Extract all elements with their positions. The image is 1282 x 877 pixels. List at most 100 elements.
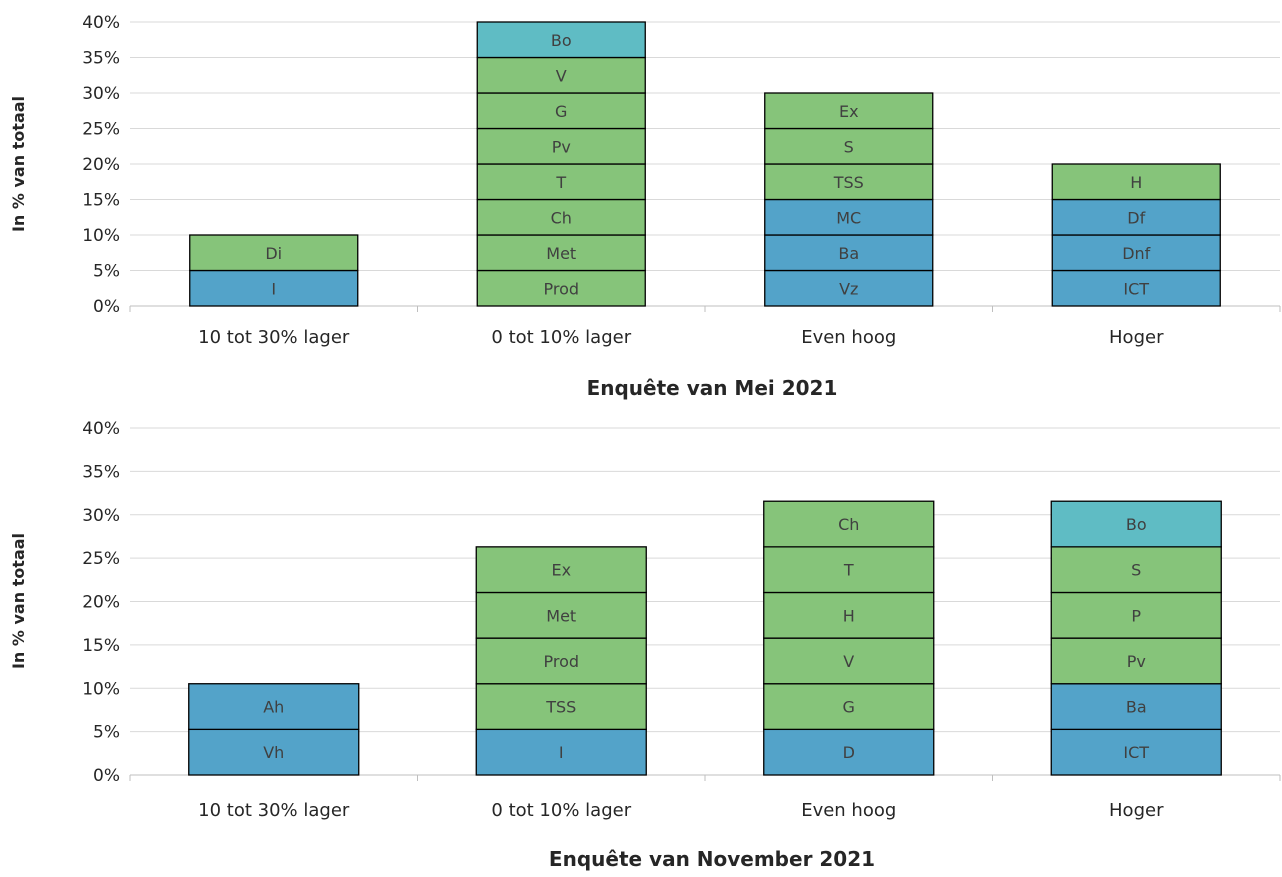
bar-segment-label: G xyxy=(555,102,567,121)
bar-segment-label: ICT xyxy=(1123,279,1149,298)
bar-segment-label: Pv xyxy=(552,137,571,156)
category-label: 10 tot 30% lager xyxy=(198,327,350,348)
y-tick-label: 40% xyxy=(82,419,120,439)
category-label: 0 tot 10% lager xyxy=(491,800,631,821)
bar-segment-label: Vz xyxy=(839,279,858,298)
bar-segment-label: Ex xyxy=(839,102,859,121)
bar-segment-label: H xyxy=(843,606,855,625)
bar-segment-label: Vh xyxy=(263,743,284,762)
y-tick-label: 20% xyxy=(82,155,120,175)
bar-segment-label: Bo xyxy=(551,31,572,50)
bar-segment xyxy=(764,92,934,130)
bar-segment xyxy=(764,269,934,307)
bar-segment xyxy=(1050,591,1222,639)
bar-segment xyxy=(1050,683,1222,731)
bar-segment-label: T xyxy=(555,173,566,192)
bar-segment xyxy=(763,591,935,639)
y-tick-label: 0% xyxy=(93,766,120,786)
bar-segment-label: Met xyxy=(546,244,576,263)
y-tick-label: 5% xyxy=(93,262,120,282)
bar-segment xyxy=(1050,728,1222,776)
bar-segment-label: I xyxy=(559,743,564,762)
category-label: 10 tot 30% lager xyxy=(198,800,350,821)
bar-segment xyxy=(476,56,646,94)
y-tick-label: 25% xyxy=(82,120,120,140)
y-tick-label: 35% xyxy=(82,49,120,69)
bar-segment xyxy=(1050,546,1222,594)
bar-segment-label: I xyxy=(271,279,276,298)
category-label: Even hoog xyxy=(801,327,896,348)
bar-segment xyxy=(476,127,646,165)
bar-segment xyxy=(475,728,647,776)
bar-segment xyxy=(1051,198,1221,236)
y-tick-label: 30% xyxy=(82,84,120,104)
bar-segment-label: H xyxy=(1130,173,1142,192)
bar-segment xyxy=(189,234,359,272)
bar-segment-label: T xyxy=(843,561,854,580)
bar-segment xyxy=(189,269,359,307)
bar-segment xyxy=(475,546,647,594)
category-label: Even hoog xyxy=(801,800,896,821)
y-axis-title: In % van totaal xyxy=(9,533,28,669)
bar-segment xyxy=(476,269,646,307)
bar-segment-label: Bo xyxy=(1126,515,1147,534)
bar-segment-label: S xyxy=(844,137,854,156)
bar-segment xyxy=(1051,269,1221,307)
bar-segment-label: Ex xyxy=(551,561,571,580)
bar-segment-label: Ba xyxy=(838,244,859,263)
bar-segment xyxy=(764,163,934,201)
bar-segment xyxy=(1051,163,1221,201)
bar-segment-label: S xyxy=(1131,561,1141,580)
y-tick-label: 40% xyxy=(82,13,120,33)
bar-segment xyxy=(476,21,646,59)
bar-segment xyxy=(763,546,935,594)
bar-segment-label: Dnf xyxy=(1122,244,1150,263)
bar-segment-label: Ah xyxy=(263,698,284,717)
category-label: Hoger xyxy=(1109,800,1164,821)
bar-segment xyxy=(188,683,360,731)
bar-segment xyxy=(764,198,934,236)
y-tick-label: 35% xyxy=(82,462,120,482)
bar-segment xyxy=(476,92,646,130)
bar-segment-label: Prod xyxy=(543,279,579,298)
y-tick-label: 15% xyxy=(82,191,120,211)
bar-segment xyxy=(1051,234,1221,272)
bar-segment xyxy=(763,728,935,776)
bar-segment xyxy=(475,637,647,685)
bar-segment xyxy=(475,591,647,639)
y-tick-label: 10% xyxy=(82,679,120,699)
bar-segment-label: G xyxy=(843,698,855,717)
y-tick-label: 25% xyxy=(82,549,120,569)
bar-segment-label: Di xyxy=(265,244,282,263)
bar-segment-label: TSS xyxy=(833,173,864,192)
bar-segment-label: Met xyxy=(546,606,576,625)
bar-segment xyxy=(1050,500,1222,548)
bar-segment-label: Ch xyxy=(551,208,572,227)
bar-segment-label: Prod xyxy=(543,652,579,671)
bar-segment xyxy=(763,500,935,548)
y-tick-label: 15% xyxy=(82,636,120,656)
bar-segment xyxy=(476,198,646,236)
bar-segment xyxy=(763,683,935,731)
bar-segment-label: P xyxy=(1131,606,1141,625)
y-tick-label: 30% xyxy=(82,506,120,526)
bar-segment xyxy=(476,163,646,201)
y-tick-label: 10% xyxy=(82,226,120,246)
bar-segment-label: Df xyxy=(1127,208,1145,227)
category-label: 0 tot 10% lager xyxy=(491,327,631,348)
chart-title-mei-2021: Enquête van Mei 2021 xyxy=(587,376,838,400)
bar-segment-label: Ba xyxy=(1126,698,1147,717)
category-label: Hoger xyxy=(1109,327,1164,348)
bar-segment-label: MC xyxy=(836,208,861,227)
bar-segment-label: ICT xyxy=(1123,743,1149,762)
bar-segment-label: Pv xyxy=(1127,652,1146,671)
bar-segment xyxy=(476,234,646,272)
bar-segment xyxy=(188,728,360,776)
y-tick-label: 0% xyxy=(93,297,120,317)
bar-segment xyxy=(1050,637,1222,685)
y-axis-title: In % van totaal xyxy=(9,96,28,232)
y-tick-label: 20% xyxy=(82,593,120,613)
bar-segment xyxy=(764,127,934,165)
bar-segment-label: V xyxy=(843,652,854,671)
